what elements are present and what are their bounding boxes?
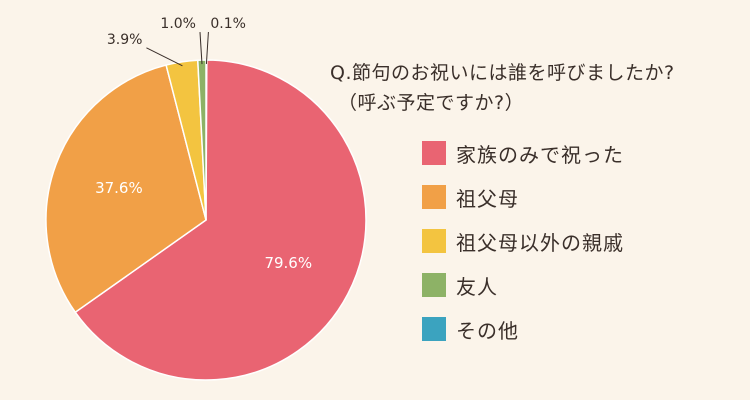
legend-swatch [422, 185, 446, 209]
question-line-2: （呼ぶ予定ですか?） [338, 92, 525, 114]
legend-item-friends: 友人 [422, 272, 624, 299]
pie-label-family-only: 79.6% [264, 254, 312, 272]
legend-item-grandparents: 祖父母 [422, 184, 624, 211]
leader-line-other [205, 31, 209, 65]
pie-label-friends: 1.0% [160, 16, 196, 32]
legend-item-other-relatives: 祖父母以外の親戚 [422, 228, 624, 255]
legend-label: 友人 [456, 274, 498, 299]
question-title: Q.節句のお祝いには誰を呼びましたか? （呼ぶ予定ですか?） [330, 58, 675, 118]
legend-label: 家族のみで祝った [456, 142, 624, 167]
leader-line-friends [199, 32, 203, 65]
legend-item-other: その他 [422, 316, 624, 343]
pie-slice-family-only [74, 59, 367, 381]
pie-label-other-relatives: 3.9% [107, 32, 143, 48]
legend-item-family-only: 家族のみで祝った [422, 140, 624, 167]
leader-line-other-relatives [146, 47, 183, 67]
legend-label: 祖父母 [456, 186, 519, 211]
question-line-1: Q.節句のお祝いには誰を呼びましたか? [330, 62, 675, 84]
legend-swatch [422, 229, 446, 253]
pie-slice-grandparents [45, 64, 207, 314]
legend-swatch [422, 317, 446, 341]
legend-label: 祖父母以外の親戚 [456, 230, 624, 255]
legend-swatch [422, 141, 446, 165]
pie-label-grandparents: 37.6% [95, 179, 143, 197]
legend-swatch [422, 273, 446, 297]
legend-label: その他 [456, 318, 519, 343]
chart-legend: 家族のみで祝った 祖父母 祖父母以外の親戚 友人 その他 [422, 140, 624, 360]
pie-label-other: 0.1% [210, 16, 246, 32]
